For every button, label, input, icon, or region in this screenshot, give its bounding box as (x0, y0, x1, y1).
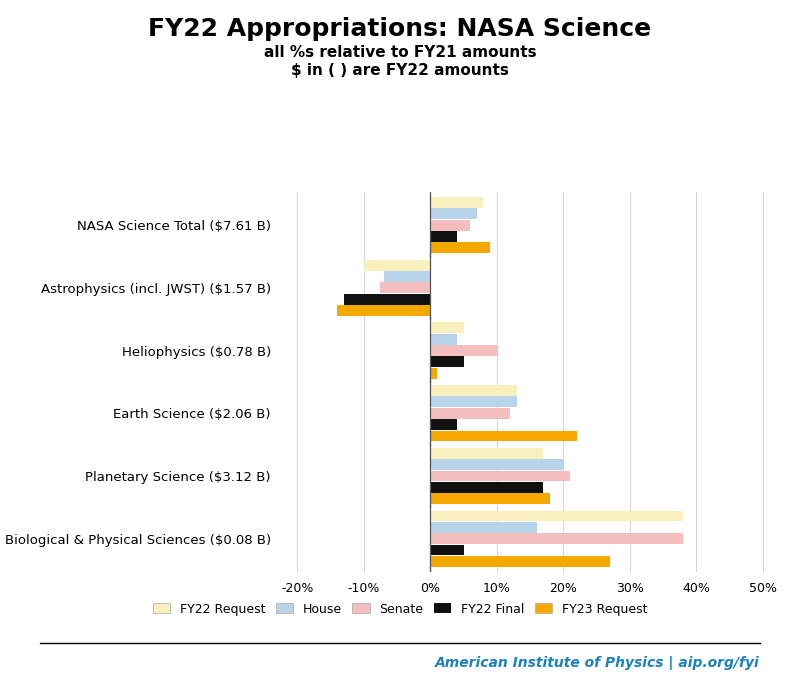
Bar (430, 220, 470, 231)
Bar (337, 305, 430, 316)
Bar (381, 282, 430, 293)
Bar (430, 459, 563, 470)
Bar (430, 510, 683, 521)
Bar (384, 271, 430, 282)
Bar (430, 323, 463, 333)
Bar (430, 533, 683, 544)
Bar (430, 448, 543, 459)
Bar (430, 397, 517, 408)
Bar (430, 408, 510, 419)
Text: American Institute of Physics | aip.org/fyi: American Institute of Physics | aip.org/… (435, 656, 760, 670)
Text: FY22 Appropriations: NASA Science: FY22 Appropriations: NASA Science (149, 17, 651, 41)
Bar (430, 368, 437, 379)
Text: all %s relative to FY21 amounts: all %s relative to FY21 amounts (264, 45, 536, 60)
Bar (430, 419, 457, 430)
Bar (430, 345, 497, 356)
Legend: FY22 Request, House, Senate, FY22 Final, FY23 Request: FY22 Request, House, Senate, FY22 Final,… (147, 597, 653, 621)
Bar (344, 294, 430, 305)
Bar (430, 334, 457, 345)
Bar (430, 493, 550, 504)
Bar (430, 242, 490, 253)
Bar (430, 545, 463, 556)
Bar (430, 482, 543, 493)
Bar (430, 208, 477, 219)
Bar (364, 260, 430, 271)
Bar (430, 197, 483, 208)
Text: $ in ( ) are FY22 amounts: $ in ( ) are FY22 amounts (291, 63, 509, 78)
Bar (430, 522, 537, 533)
Bar (430, 431, 577, 441)
Bar (430, 385, 517, 396)
Bar (430, 556, 610, 566)
Bar (430, 231, 457, 242)
Bar (430, 471, 570, 482)
Bar (430, 356, 463, 367)
